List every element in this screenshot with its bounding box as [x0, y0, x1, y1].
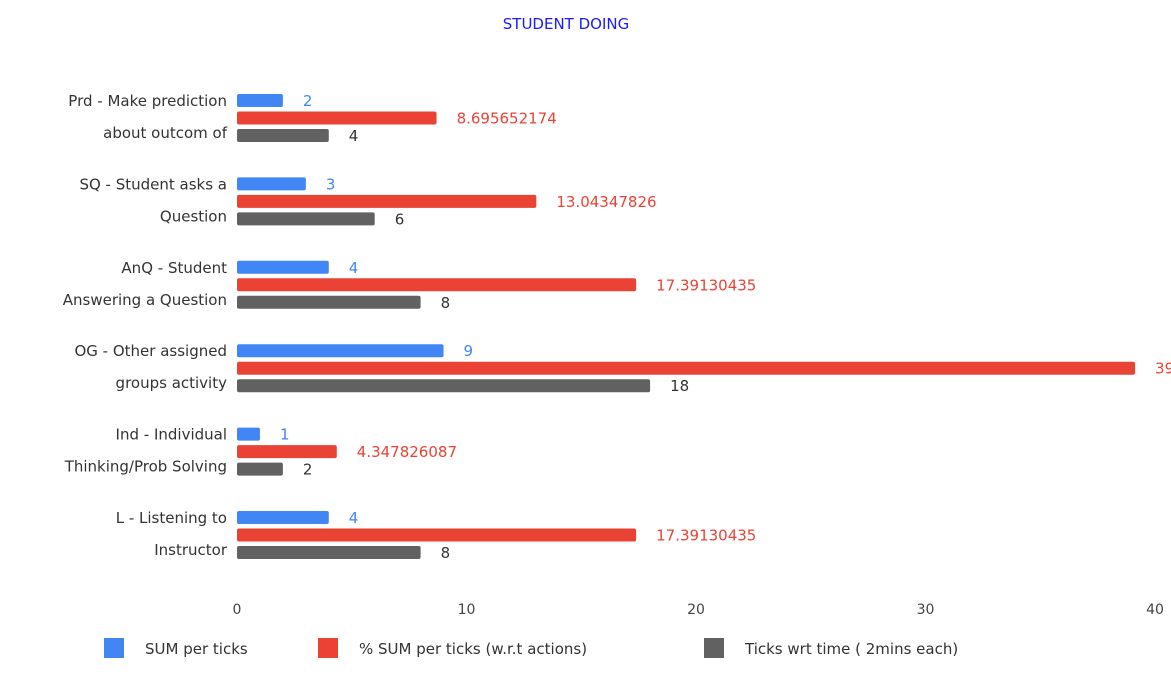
bar-group: OG - Other assigned groups activity 9 39.1 1… — [74, 342, 1171, 395]
category-label: about outcom of — [103, 124, 228, 142]
legend-label: Ticks wrt time ( 2mins each) — [744, 640, 958, 658]
category-label: Instructor — [154, 541, 228, 559]
data-label: 4 — [349, 127, 359, 145]
category-label: OG - Other assigned — [74, 342, 227, 360]
category-label: SQ - Student asks a — [79, 175, 227, 193]
x-tick-label: 10 — [458, 602, 476, 618]
bar-group: AnQ - Student Answering a Question 4 17.391… — [63, 259, 757, 312]
legend-swatch — [318, 638, 338, 658]
legend-swatch — [704, 638, 724, 658]
bar — [237, 295, 421, 309]
data-label: 39.1 — [1155, 360, 1171, 378]
bar — [237, 511, 329, 524]
bar-group: L - Listening to Instructor 4 17.39130435 8 — [116, 509, 757, 562]
category-label: Question — [160, 207, 227, 225]
bar — [237, 462, 283, 476]
bar — [237, 94, 283, 107]
bar — [237, 379, 651, 393]
bar — [237, 177, 306, 191]
data-label: 9 — [464, 342, 474, 360]
category-label: L - Listening to — [116, 509, 227, 527]
data-label: 8.695652174 — [457, 110, 557, 128]
data-label: 17.39130435 — [656, 276, 756, 294]
x-tick-label: 30 — [917, 602, 935, 618]
data-label: 2 — [303, 461, 313, 479]
data-label: 17.39130435 — [656, 527, 756, 545]
data-label: 6 — [395, 210, 405, 228]
legend-item: SUM per ticks — [104, 638, 248, 658]
bar — [237, 129, 329, 142]
x-axis-ticks: 0 10 20 30 40 — [233, 602, 1164, 618]
bar — [237, 427, 260, 441]
legend-label: SUM per ticks — [145, 640, 248, 658]
category-label: Prd - Make prediction — [68, 92, 227, 110]
legend-item: Ticks wrt time ( 2mins each) — [704, 638, 958, 658]
legend: SUM per ticks % SUM per ticks (w.r.t acti… — [104, 638, 958, 658]
chart-title: STUDENT DOING — [503, 15, 629, 33]
category-label: AnQ - Student — [121, 259, 227, 277]
category-label: groups activity — [116, 374, 228, 392]
bar-group: Ind - Individual Thinking/Prob Solving 1 4.… — [64, 426, 457, 479]
bar — [237, 528, 637, 542]
data-label: 3 — [326, 175, 336, 193]
legend-swatch — [104, 638, 124, 658]
x-tick-label: 0 — [233, 602, 242, 618]
legend-label: % SUM per ticks (w.r.t actions) — [359, 640, 587, 658]
plot-area: Prd - Make prediction about outcom of 2 8.6… — [63, 92, 1171, 562]
data-label: 4 — [349, 509, 359, 527]
bar — [237, 344, 444, 358]
bar-group: SQ - Student asks a Question 3 13.04347826 6 — [79, 175, 656, 228]
data-label: 4.347826087 — [357, 443, 457, 461]
data-label: 2 — [303, 92, 313, 110]
bar — [237, 212, 375, 226]
bar-group: Prd - Make prediction about outcom of 2 8.6… — [68, 92, 556, 145]
data-label: 1 — [280, 426, 290, 444]
bar — [237, 111, 437, 125]
bar — [237, 361, 1136, 375]
data-label: 8 — [441, 544, 451, 562]
data-label: 13.04347826 — [556, 193, 656, 211]
bar — [237, 194, 537, 208]
legend-item: % SUM per ticks (w.r.t actions) — [318, 638, 587, 658]
category-label: Answering a Question — [63, 291, 227, 309]
data-label: 8 — [441, 294, 451, 312]
category-label: Thinking/Prob Solving — [64, 458, 227, 476]
data-label: 4 — [349, 259, 359, 277]
data-label: 18 — [670, 377, 689, 395]
category-label: Ind - Individual — [116, 426, 227, 444]
bar — [237, 546, 421, 559]
x-tick-label: 20 — [687, 602, 705, 618]
x-tick-label: 40 — [1146, 602, 1164, 618]
bar — [237, 260, 329, 274]
bar — [237, 278, 637, 292]
bar — [237, 445, 337, 459]
